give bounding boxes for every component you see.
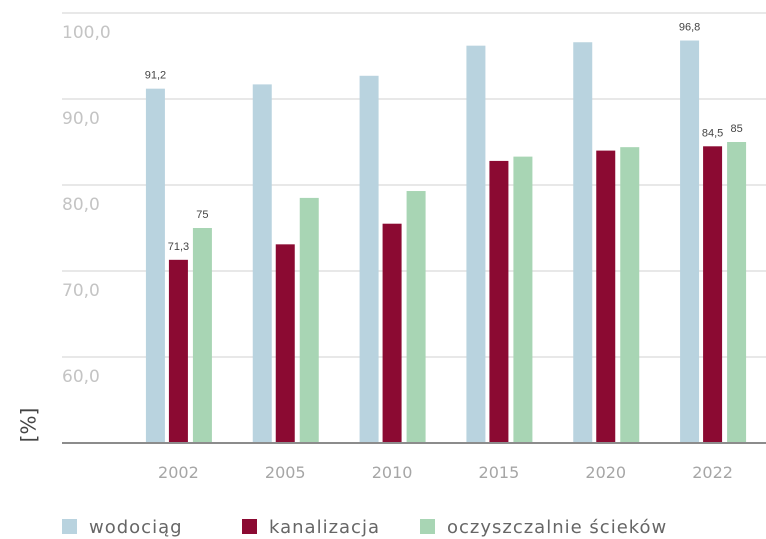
- bar: [252, 84, 272, 443]
- bar: [168, 259, 188, 443]
- data-label: 75: [196, 209, 208, 221]
- data-label: 96,8: [679, 22, 700, 34]
- bar: [513, 156, 533, 443]
- bar: [299, 197, 319, 443]
- bar: [703, 146, 723, 444]
- legend-swatch: [242, 519, 257, 534]
- bar: [359, 75, 379, 443]
- y-tick-label: 100,0: [62, 23, 111, 43]
- bar: [145, 88, 165, 444]
- y-tick-label: 70,0: [62, 281, 100, 301]
- bar: [382, 223, 402, 443]
- y-tick-label: 60,0: [62, 367, 100, 387]
- x-tick-label: 2002: [158, 463, 199, 482]
- bar: [596, 150, 616, 443]
- y-tick-label: 90,0: [62, 109, 100, 129]
- x-tick-label: 2022: [692, 463, 733, 482]
- legend-label: wodociąg: [89, 517, 183, 538]
- x-tick-label: 2020: [585, 463, 626, 482]
- bar: [727, 142, 747, 443]
- legend-label: kanalizacja: [269, 517, 380, 538]
- data-label: 85: [730, 123, 742, 135]
- legend-label: oczyszczalnie ścieków: [447, 517, 667, 538]
- bar: [466, 45, 486, 444]
- data-label: 84,5: [702, 127, 723, 139]
- bar: [573, 42, 593, 444]
- data-label: 91,2: [145, 70, 166, 82]
- x-tick-label: 2010: [372, 463, 413, 482]
- y-axis-label: [%]: [17, 408, 41, 443]
- bar: [620, 147, 640, 443]
- data-label: 71,3: [168, 241, 189, 253]
- x-tick-label: 2015: [479, 463, 520, 482]
- bar: [275, 244, 295, 443]
- bar: [406, 191, 426, 443]
- y-tick-label: 80,0: [62, 195, 100, 215]
- legend-swatch: [420, 519, 435, 534]
- bar: [489, 160, 509, 444]
- bar: [680, 40, 700, 444]
- legend-swatch: [62, 519, 77, 534]
- bar: [192, 228, 212, 443]
- x-tick-label: 2005: [265, 463, 306, 482]
